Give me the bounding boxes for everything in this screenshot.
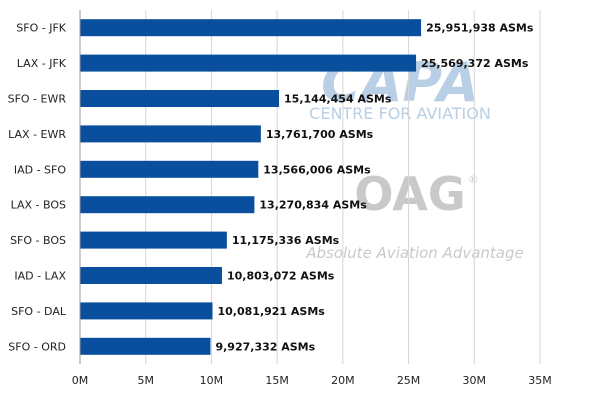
data-labels: 25,951,938 ASMs 25,569,372 ASMs 15,144,454… — [215, 22, 533, 354]
bar-value-label: 10,803,072 ASMs — [227, 270, 335, 283]
bar-value-label: 9,927,332 ASMs — [215, 340, 315, 353]
x-axis-tick-labels: 0M 5M 10M 15M 20M 25M 30M 35M — [72, 374, 552, 387]
x-tick-label: 35M — [528, 374, 552, 387]
bar-value-label: 10,081,921 ASMs — [218, 305, 326, 318]
bar — [80, 302, 213, 320]
x-tick-label: 20M — [331, 374, 355, 387]
category-label: IAD - LAX — [14, 270, 66, 283]
bar — [80, 337, 211, 355]
capa-tagline: CENTRE FOR AVIATION — [309, 104, 491, 123]
bar — [80, 54, 417, 72]
category-axis-labels: SFO - JFK LAX - JFK SFO - EWR LAX - EWR IAD … — [8, 22, 67, 354]
bar — [80, 196, 255, 214]
bar-value-label: 13,270,834 ASMs — [259, 199, 367, 212]
bar — [80, 19, 422, 37]
x-tick-label: 0M — [72, 374, 89, 387]
oag-tagline: Absolute Aviation Advantage — [305, 244, 524, 262]
bar — [80, 267, 222, 284]
bar-value-label: 25,951,938 ASMs — [426, 22, 534, 35]
bar-value-label: 13,761,700 ASMs — [266, 128, 374, 141]
category-label: LAX - BOS — [11, 199, 66, 212]
x-tick-label: 5M — [137, 374, 154, 387]
bar — [80, 90, 280, 107]
category-label: SFO - DAL — [11, 305, 67, 318]
bar-value-label: 13,566,006 ASMs — [263, 163, 371, 176]
category-label: SFO - JFK — [16, 22, 67, 35]
bar-value-label: 11,175,336 ASMs — [232, 234, 340, 247]
bar — [80, 125, 261, 143]
x-tick-label: 25M — [397, 374, 421, 387]
bar — [80, 160, 259, 178]
x-tick-label: 15M — [265, 374, 289, 387]
category-label: SFO - EWR — [8, 93, 67, 106]
bar-value-label: 15,144,454 ASMs — [284, 93, 392, 106]
bar-series — [80, 19, 422, 355]
x-tick-label: 30M — [463, 374, 487, 387]
category-label: SFO - BOS — [10, 234, 66, 247]
oag-watermark-logo: OAG ® Absolute Aviation Advantage — [305, 167, 524, 262]
category-label: IAD - SFO — [14, 163, 67, 176]
oag-logo-text: OAG — [354, 167, 465, 221]
category-label: SFO - ORD — [8, 340, 66, 353]
category-label: LAX - EWR — [8, 128, 66, 141]
category-label: LAX - JFK — [17, 57, 67, 70]
registered-mark-icon: ® — [468, 173, 479, 186]
bar-value-label: 25,569,372 ASMs — [421, 57, 529, 70]
x-tick-label: 10M — [200, 374, 224, 387]
bar — [80, 231, 227, 249]
